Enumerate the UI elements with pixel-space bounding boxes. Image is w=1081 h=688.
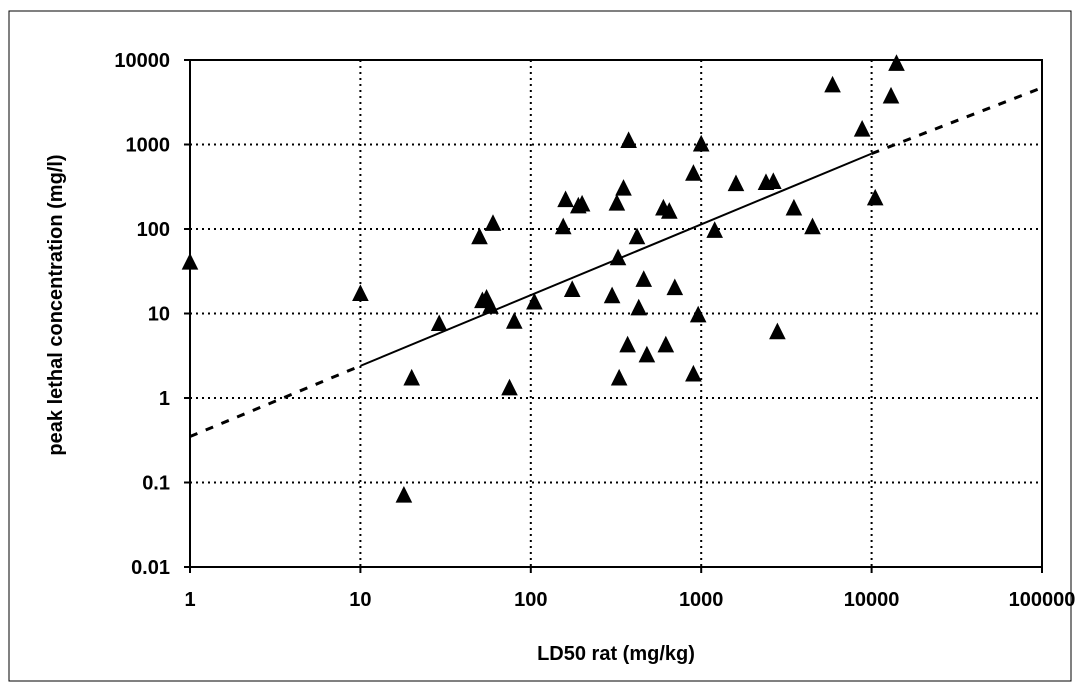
y-tick-label: 1000 [126,135,171,157]
data-point [882,86,900,104]
x-tick-label: 100 [514,589,547,611]
data-point [573,194,591,212]
y-tick-label: 1 [159,388,170,410]
data-point [824,75,841,93]
outer-border [8,10,1072,682]
data-point [471,227,488,245]
data-point [563,280,581,297]
data-point [804,217,821,235]
data-point [785,198,803,216]
data-point [635,270,653,287]
x-tick-label: 1 [184,589,195,611]
data-point [501,378,518,396]
data-point [853,120,871,137]
data-point [484,214,502,231]
data-point [430,314,448,332]
data-point [692,134,710,152]
y-tick-label: 0.1 [142,473,170,495]
x-tick-labels: 1 10 100 1000 10000 100000 [184,567,1075,611]
y-tick-label: 0.01 [131,557,170,579]
data-point [628,227,646,245]
trendline-extrapolation-low [189,364,361,438]
data-point [888,54,905,71]
data-point [666,278,684,296]
data-point [526,292,543,310]
data-point [630,298,648,316]
trendline-extrapolation-high [871,86,1043,156]
data-point [706,221,724,238]
x-tick-label: 100000 [1009,589,1076,611]
data-point [866,188,884,206]
data-point [619,335,636,353]
y-tick-labels: 0.01 0.1 1 10 100 1000 10000 [114,50,190,579]
y-tick-label: 10000 [114,50,170,72]
data-point [657,335,675,353]
data-point [554,217,572,235]
data-point [482,297,499,314]
data-point [603,286,621,304]
data-point [395,485,413,503]
data-point [685,364,702,382]
y-axis-label: peak lethal concentration (mg/l) [45,154,67,455]
data-point [557,190,574,208]
data-point [661,202,678,219]
data-point [765,172,782,189]
data-point [638,345,656,363]
y-tick-label: 100 [137,219,170,241]
data-point [181,253,199,270]
x-tick-label: 1000 [679,589,724,611]
data-point [685,164,702,181]
data-point [608,193,626,211]
data-point [403,368,421,386]
data-point [689,305,707,323]
data-point [609,248,627,266]
data-point [505,312,523,329]
data-point [727,174,745,192]
data-points [181,54,905,503]
x-tick-label: 10 [349,589,371,611]
gridlines [190,60,1042,567]
x-tick-label: 10000 [844,589,900,611]
data-point [620,131,637,149]
data-point [352,284,369,302]
data-point [769,322,786,340]
y-tick-label: 10 [148,304,170,326]
data-point [615,179,632,196]
data-point [610,368,628,386]
x-axis-label: LD50 rat (mg/kg) [537,643,695,665]
